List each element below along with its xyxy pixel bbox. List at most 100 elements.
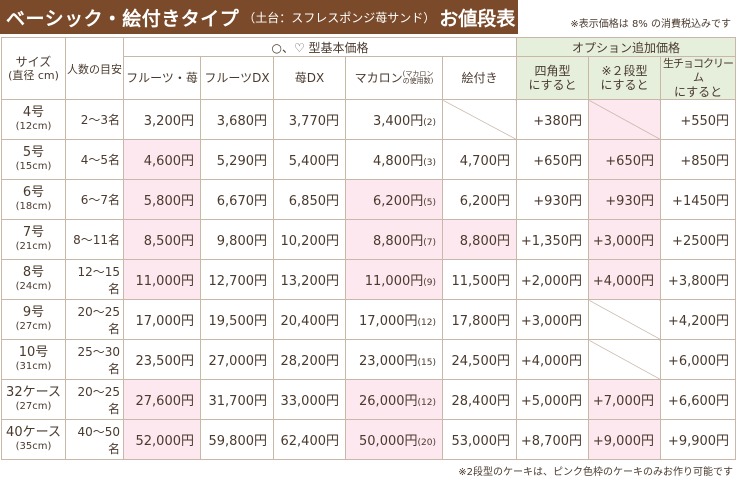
people-cell: 25〜30名 [65,339,124,380]
price-etsuki-unavailable [442,99,517,140]
price-macaron: 4,800円(3) [345,139,443,180]
price-choco: +6,600円 [659,379,737,420]
price-fruits-dx: 9,800円 [200,219,274,260]
tax-note: ※表示価格は 8% の消費税込みです [570,19,731,30]
size-cell: 9号 (27cm) [1,299,66,340]
price-ichigo-dx: 28,200円 [273,339,346,380]
price-fruits-ichigo: 23,500円 [123,339,201,380]
price-twotier: +650円 [588,139,661,180]
price-fruits-dx: 5,290円 [200,139,274,180]
people-cell: 20〜25名 [65,299,124,340]
price-etsuki: 24,500円 [442,339,517,380]
page-title-suffix: お値段表 [439,7,516,30]
price-choco: +1450円 [659,179,737,220]
price-fruits-ichigo: 52,000円 [123,419,201,460]
price-fruits-ichigo: 5,800円 [123,179,201,220]
price-fruits-ichigo: 11,000円 [123,259,201,300]
price-etsuki: 53,000円 [442,419,517,460]
table-row: 40ケース (35cm) 40〜50名 52,000円 59,800円 62,40… [1,419,737,460]
table-row: 5号 (15cm) 4〜5名 4,600円 5,290円 5,400円 4,800… [1,139,737,180]
header-option-group: オプション追加価格 [515,37,737,57]
price-fruits-dx: 19,500円 [200,299,274,340]
size-cell: 10号 (31cm) [1,339,66,380]
price-square: +380円 [516,99,589,140]
size-cell: 6号 (18cm) [1,179,66,220]
price-twotier-unavailable [588,99,661,140]
price-choco: +3,800円 [659,259,737,300]
price-choco: +2500円 [659,219,737,260]
price-twotier-unavailable [588,299,661,340]
price-fruits-dx: 31,700円 [200,379,274,420]
header-size: サイズ (直径 cm) [1,37,66,100]
header-choco: 生チョコクリーム にすると [659,56,737,100]
price-ichigo-dx: 10,200円 [273,219,346,260]
price-ichigo-dx: 33,000円 [273,379,346,420]
price-choco: +4,200円 [659,299,737,340]
price-twotier-unavailable [588,339,661,380]
header-basic-group: ○、♡ 型基本価格 [123,37,517,57]
price-choco: +6,000円 [659,339,737,380]
price-square: +2,000円 [516,259,589,300]
price-fruits-ichigo: 4,600円 [123,139,201,180]
people-cell: 6〜7名 [65,179,124,220]
people-cell: 12〜15名 [65,259,124,300]
size-cell: 4号 (12cm) [1,99,66,140]
people-cell: 20〜25名 [65,379,124,420]
price-macaron: 50,000円(20) [345,419,443,460]
table-row: 8号 (24cm) 12〜15名 11,000円 12,700円 13,200円 … [1,259,737,300]
price-choco: +550円 [659,99,737,140]
price-etsuki: 4,700円 [442,139,517,180]
page-subtitle: （土台：スフレスポンジ苺サンド） [243,10,436,25]
price-twotier: +3,000円 [588,219,661,260]
table-row: 32ケース (27cm) 20〜25名 27,600円 31,700円 33,00… [1,379,737,420]
price-macaron: 17,000円(12) [345,299,443,340]
people-cell: 8〜11名 [65,219,124,260]
price-choco: +850円 [659,139,737,180]
table-row: 10号 (31cm) 25〜30名 23,500円 27,000円 28,200円… [1,339,737,380]
price-fruits-dx: 3,680円 [200,99,274,140]
price-etsuki: 8,800円 [442,219,517,260]
price-etsuki: 28,400円 [442,379,517,420]
header-fruits-dx: フルーツDX [200,56,274,100]
price-etsuki: 6,200円 [442,179,517,220]
header-square: 四角型 にすると [516,56,589,100]
price-fruits-ichigo: 3,200円 [123,99,201,140]
price-square: +5,000円 [516,379,589,420]
header-fruits-ichigo: フルーツ・苺 [123,56,201,100]
table-row: 7号 (21cm) 8〜11名 8,500円 9,800円 10,200円 8,8… [1,219,737,260]
title-bar: ベーシック・絵付きタイプ （土台：スフレスポンジ苺サンド） お値段表 [0,0,518,34]
price-ichigo-dx: 5,400円 [273,139,346,180]
price-square: +930円 [516,179,589,220]
price-square: +8,700円 [516,419,589,460]
table-row: 6号 (18cm) 6〜7名 5,800円 6,670円 6,850円 6,200… [1,179,737,220]
people-cell: 2〜3名 [65,99,124,140]
price-twotier: +9,000円 [588,419,661,460]
price-etsuki: 11,500円 [442,259,517,300]
price-fruits-ichigo: 17,000円 [123,299,201,340]
price-ichigo-dx: 6,850円 [273,179,346,220]
header-ichigo-dx: 苺DX [273,56,346,100]
price-macaron: 8,800円(7) [345,219,443,260]
size-cell: 40ケース (35cm) [1,419,66,460]
header-people: 人数の目安 [65,37,124,100]
price-fruits-dx: 6,670円 [200,179,274,220]
price-twotier: +930円 [588,179,661,220]
price-fruits-dx: 59,800円 [200,419,274,460]
price-choco: +9,900円 [659,419,737,460]
header-macaron-note: (マカロン の使用数) [402,70,434,86]
price-macaron: 6,200円(5) [345,179,443,220]
price-ichigo-dx: 20,400円 [273,299,346,340]
price-ichigo-dx: 62,400円 [273,419,346,460]
header-size-sub: (直径 cm) [8,68,59,82]
header-size-label: サイズ [15,54,52,69]
price-macaron: 11,000円(9) [345,259,443,300]
price-ichigo-dx: 13,200円 [273,259,346,300]
people-cell: 40〜50名 [65,419,124,460]
price-square: +650円 [516,139,589,180]
price-square: +1,350円 [516,219,589,260]
price-macaron: 3,400円(2) [345,99,443,140]
footer-note: ※2段型のケーキは、ピンク色枠のケーキのみお作り可能です [458,467,733,478]
header-macaron-label: マカロン [354,70,403,85]
size-cell: 5号 (15cm) [1,139,66,180]
header-etsuki: 絵付き [442,56,517,100]
